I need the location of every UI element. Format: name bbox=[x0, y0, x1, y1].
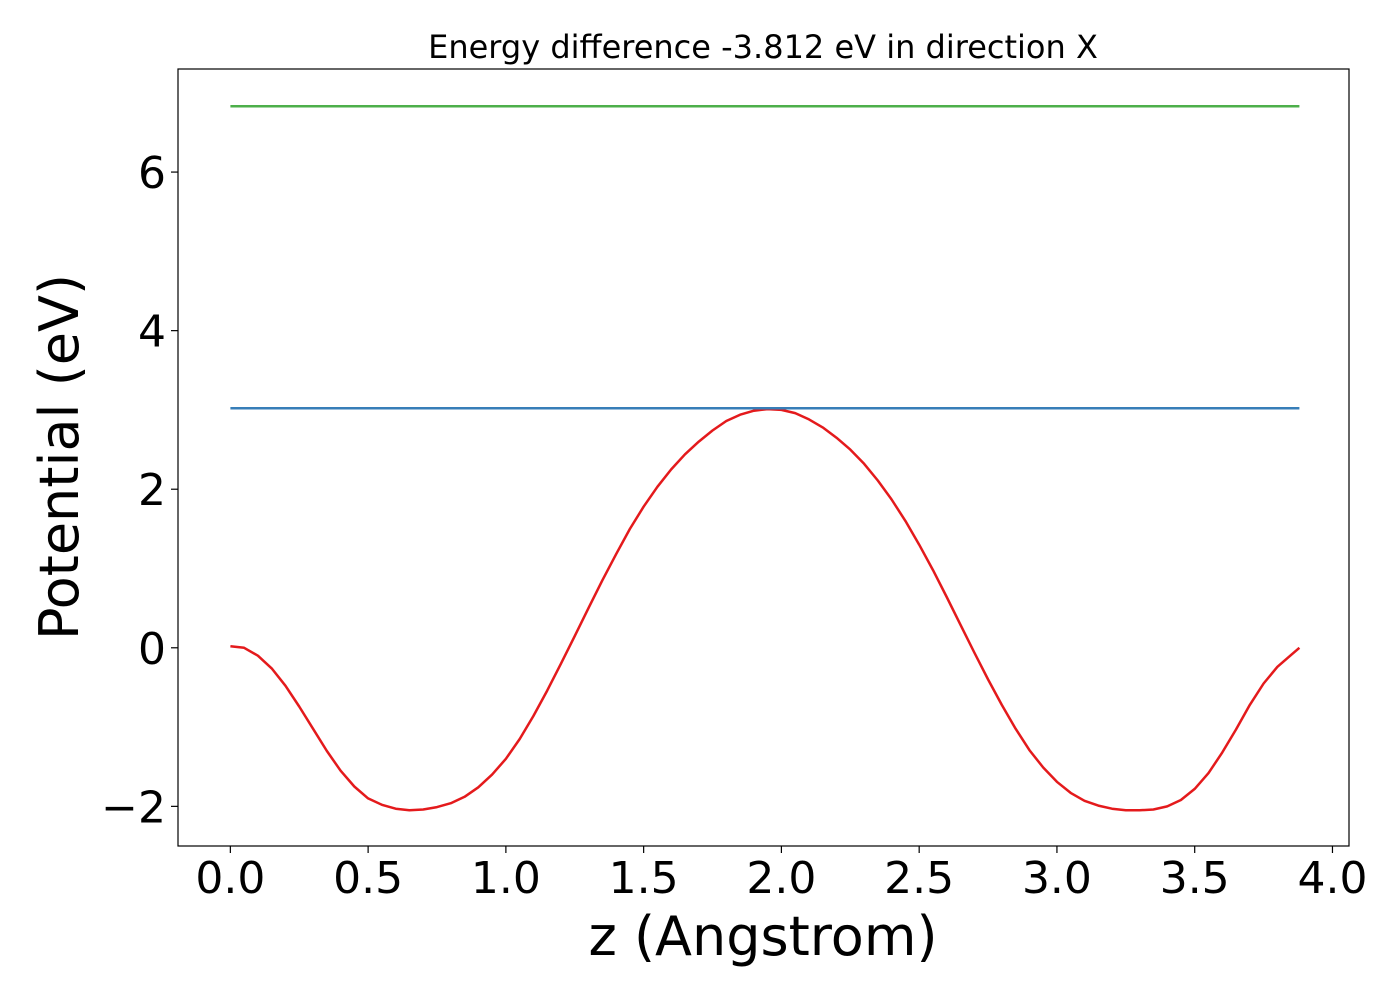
y-tick-label: 4 bbox=[138, 307, 166, 358]
plot-frame bbox=[177, 68, 1350, 847]
y-tick-label: 6 bbox=[138, 148, 166, 199]
ticks-layer: 0.0 0.5 1.0 1.5 2.0 2.5 3.0 3.5 4.0 −2 0 2 4 6 bbox=[101, 148, 1367, 904]
x-tick-label: 0.0 bbox=[195, 853, 265, 904]
y-axis-label: Potential (eV) bbox=[28, 274, 91, 640]
y-tick-label: 0 bbox=[138, 624, 166, 675]
y-tick-label: 2 bbox=[138, 465, 166, 516]
x-axis-label: z (Angstrom) bbox=[588, 905, 937, 968]
chart-title: Energy difference -3.812 eV in direction… bbox=[428, 28, 1098, 66]
x-tick-label: 3.5 bbox=[1160, 853, 1230, 904]
y-tick-label: −2 bbox=[101, 782, 166, 833]
x-tick-label: 2.5 bbox=[884, 853, 954, 904]
x-tick-label: 4.0 bbox=[1297, 853, 1367, 904]
x-tick-label: 1.5 bbox=[609, 853, 679, 904]
x-tick-label: 3.0 bbox=[1022, 853, 1092, 904]
series-layer bbox=[230, 105, 1301, 812]
x-tick-label: 2.0 bbox=[746, 853, 816, 904]
x-tick-label: 1.0 bbox=[471, 853, 541, 904]
x-tick-label: 0.5 bbox=[333, 853, 403, 904]
